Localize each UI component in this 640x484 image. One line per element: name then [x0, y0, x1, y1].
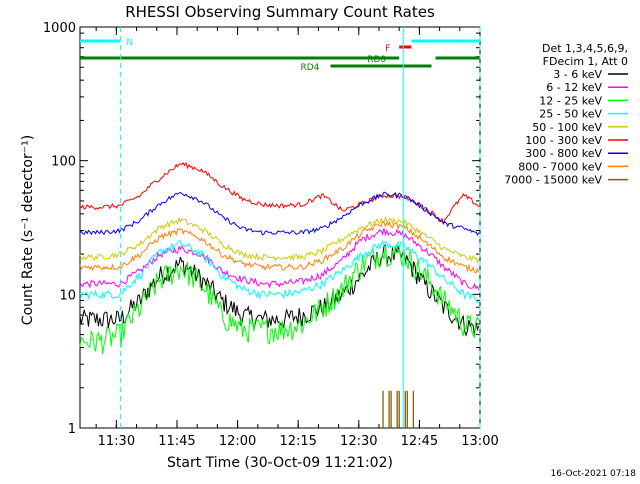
y-axis: 1 10 100 1000 [43, 21, 480, 437]
x-tick-label: 11:30 [98, 434, 135, 449]
legend-label: 7000 - 15000 keV [504, 174, 602, 187]
flag-label-f: F [385, 44, 390, 54]
y-tick-label: 100 [51, 155, 76, 170]
legend-header: FDecim 1, Att 0 [543, 55, 628, 68]
footer-timestamp: 16-Oct-2021 07:18 [551, 469, 637, 479]
legend-label: 100 - 300 keV [525, 134, 602, 147]
legend-label: 300 - 800 keV [525, 147, 602, 160]
legend-label: 800 - 7000 keV [518, 160, 602, 173]
flag-label-n: N [126, 38, 133, 48]
x-axis-label: Start Time (30-Oct-09 11:21:02) [167, 455, 393, 471]
series-line-300-800kev [79, 191, 480, 236]
series-line-25-50kev [79, 239, 480, 304]
legend-label: 25 - 50 keV [539, 108, 602, 121]
flag-label-rd4: RD4 [301, 63, 320, 73]
x-axis: 11:30 11:45 12:00 12:15 12:30 12:45 13:00 [95, 27, 499, 449]
x-tick-label: 12:30 [340, 434, 377, 449]
legend-label: 6 - 12 keV [546, 81, 602, 94]
x-tick-label: 13:00 [461, 434, 498, 449]
series-line-100-300kev [79, 161, 480, 226]
flag-label-rd0: RD0 [367, 55, 386, 65]
y-tick-label: 1 [68, 422, 76, 437]
markers-layer [119, 27, 481, 428]
x-tick-label: 12:15 [279, 434, 316, 449]
legend-label: 50 - 100 keV [532, 121, 602, 134]
y-tick-label: 10 [59, 288, 76, 303]
plot-frame [79, 26, 481, 429]
legend-label: 12 - 25 keV [539, 94, 602, 107]
chart-title: RHESSI Observing Summary Count Rates [125, 3, 435, 21]
legend: Det 1,3,4,5,6,9,FDecim 1, Att 03 - 6 keV… [504, 42, 628, 187]
legend-header: Det 1,3,4,5,6,9, [542, 42, 628, 55]
x-tick-label: 12:45 [401, 434, 438, 449]
series-layer [79, 161, 480, 428]
x-tick-label: 12:00 [219, 434, 256, 449]
series-line-12-25kev [79, 243, 480, 355]
series-line-800-7000kev [79, 220, 480, 274]
series-line-50-100kev [79, 215, 480, 264]
legend-label: 3 - 6 keV [553, 68, 602, 81]
y-tick-label: 1000 [43, 21, 76, 36]
series-line-6-12kev [79, 228, 480, 291]
y-axis-label: Count Rate (s⁻¹ detector⁻¹) [20, 135, 36, 325]
x-tick-label: 11:45 [158, 434, 195, 449]
